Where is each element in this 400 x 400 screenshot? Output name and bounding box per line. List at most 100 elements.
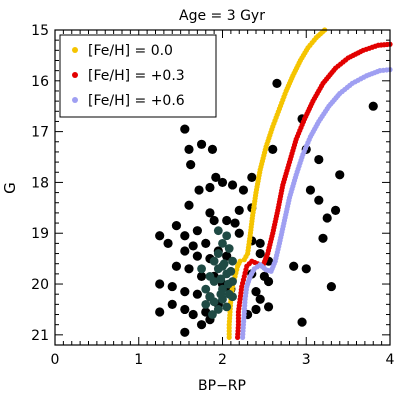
isochrone-point [237,258,243,264]
star-point [167,299,177,309]
star-point [171,221,182,231]
member-star-point [213,226,223,236]
star-point [314,195,324,205]
y-axis-label: G [1,182,19,194]
member-star-point [222,231,232,241]
star-point [184,200,194,210]
member-star-point [224,244,234,253]
star-point [180,287,190,297]
y-tick-label: 16 [31,74,49,90]
star-point [205,182,215,193]
plot-frame [54,29,391,346]
star-point [163,238,173,248]
star-point [305,185,316,195]
member-star-point [201,284,211,294]
star-point [272,78,282,88]
star-point [180,304,190,315]
y-tick-label: 18 [31,175,49,191]
star-point [184,144,194,154]
star-point [205,208,215,218]
star-point [368,101,378,111]
member-star-point [226,266,236,276]
star-point [196,271,207,282]
member-star-point [208,310,217,319]
star-point [186,160,196,170]
series-members [197,226,237,319]
y-tick-label: 17 [31,125,49,141]
star-point [255,238,265,248]
star-point [207,144,218,154]
star-point [192,226,202,236]
member-star-point [228,277,237,286]
star-point [255,294,265,304]
star-point [155,231,165,241]
y-tick-label: 21 [31,328,49,344]
star-point [251,304,261,315]
member-star-point [222,302,232,312]
star-point [155,279,165,289]
star-point [263,302,274,312]
y-tick-label: 20 [31,277,49,293]
star-point [167,281,177,292]
star-point [201,238,211,248]
legend-marker [72,97,78,103]
member-star-point [209,256,219,266]
star-point [222,251,232,261]
legend-label: [Fe/H] = 0.0 [88,43,173,59]
member-star-point [209,277,219,286]
star-point [263,276,274,287]
legend-label: [Fe/H] = +0.6 [88,93,185,109]
legend-label: [Fe/H] = +0.3 [88,68,185,84]
legend-marker [72,72,78,78]
star-point [180,327,190,337]
star-point [192,289,202,299]
legend-box [59,34,217,118]
star-point [201,307,211,317]
y-tick-label: 19 [31,226,49,242]
plot-marks [155,27,393,340]
series-isochrone [240,67,393,340]
star-point [180,124,190,134]
star-point [322,213,332,223]
series-isochrone [234,41,393,340]
star-point [171,261,182,271]
member-star-point [197,264,206,274]
star-point [326,281,336,292]
chart-title: Age = 3 Gyr [179,8,265,24]
legend-marker [72,47,78,53]
star-point [314,154,324,165]
star-point [211,172,221,182]
star-point [192,251,202,261]
member-star-point [213,305,223,314]
member-star-point [201,299,211,309]
x-axis-label: BP−RP [198,378,246,394]
star-point [247,172,257,182]
star-point [234,205,244,215]
member-star-point [216,274,226,284]
member-star-point [209,297,219,307]
member-star-point [216,289,226,299]
star-point [188,309,198,320]
x-tick-label: 0 [51,352,60,368]
star-point [188,241,198,251]
x-tick-label: 2 [218,352,227,368]
star-point [180,231,190,241]
star-point [230,218,240,228]
member-star-point [213,249,223,258]
member-star-point [228,256,237,266]
star-point [180,246,190,256]
member-star-point [218,238,227,248]
star-point [184,264,194,274]
star-point [301,264,311,274]
star-point [194,185,204,195]
x-tick-label: 4 [386,352,395,368]
member-star-point [218,261,227,271]
y-tick-label: 15 [31,23,49,39]
star-point [227,180,238,190]
star-point [234,228,244,238]
axis-ticks: 0 1 2 3 4 15 16 17 18 19 20 21 [31,23,394,368]
star-point [222,215,232,226]
star-point [238,185,249,195]
star-point [255,248,265,259]
